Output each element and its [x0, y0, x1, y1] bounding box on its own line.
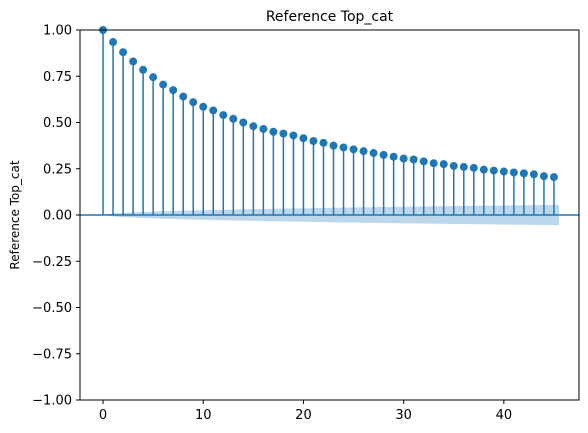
chart-title: Reference Top_cat: [266, 9, 394, 25]
stem-marker: [309, 137, 318, 145]
stem-marker: [389, 152, 398, 161]
x-tick-label: 0: [99, 408, 107, 423]
y-tick-label: 0.00: [43, 209, 72, 224]
stem-marker: [179, 92, 188, 101]
stem-marker: [239, 118, 248, 127]
y-tick-label: −1.00: [32, 394, 72, 409]
stem-marker: [489, 166, 498, 175]
stem-marker: [459, 162, 468, 171]
stem-marker: [129, 57, 138, 66]
stem-marker: [449, 161, 458, 170]
y-axis-label: Reference Top_cat: [8, 160, 22, 269]
x-tick-label: 30: [395, 408, 412, 423]
stem-marker: [139, 65, 148, 74]
stem-marker: [409, 155, 418, 164]
y-axis: −1.00 −0.75 −0.50 −0.25 0.00 0.25 0.50 0.75 1.00: [32, 24, 80, 409]
stem-marker: [539, 172, 548, 181]
stem-marker: [339, 143, 348, 152]
stem-marker: [279, 129, 288, 138]
stem-marker: [169, 86, 178, 95]
y-tick-label: 0.75: [43, 70, 72, 85]
stem-marker: [219, 111, 228, 120]
stem-marker: [269, 127, 278, 136]
stem-marker: [379, 150, 388, 159]
stem-marker: [549, 173, 558, 182]
y-tick-label: 0.50: [43, 116, 72, 131]
y-tick-label: −0.50: [32, 301, 72, 316]
stem-marker: [289, 131, 298, 140]
stem-marker: [369, 149, 378, 158]
y-tick-label: 1.00: [43, 24, 72, 39]
stem-marker: [259, 124, 268, 133]
stem-marker: [189, 98, 198, 107]
stem-marker: [429, 159, 438, 168]
stem-marker: [509, 168, 518, 177]
stem-marker: [479, 165, 488, 174]
stem-marker: [349, 145, 358, 154]
y-tick-label: −0.75: [32, 347, 72, 362]
stems-layer: [102, 30, 555, 215]
stem-marker: [199, 102, 208, 111]
stem-marker: [419, 157, 428, 166]
stem-marker: [209, 106, 218, 115]
stem-marker: [119, 48, 128, 57]
stem-marker: [499, 167, 508, 176]
stem-marker: [249, 122, 258, 131]
stem-marker: [329, 141, 338, 150]
stem-marker: [399, 154, 408, 163]
stem-marker: [519, 169, 528, 178]
markers-layer: [99, 26, 558, 182]
stem-marker: [299, 134, 308, 143]
x-tick-label: 10: [195, 408, 212, 423]
stem-marker: [529, 170, 538, 179]
stem-marker: [149, 73, 158, 82]
stem-marker: [109, 38, 118, 47]
stem-marker: [439, 160, 448, 169]
stem-marker: [229, 114, 238, 123]
x-axis: 0 10 20 30 40: [99, 400, 512, 423]
x-tick-label: 40: [496, 408, 513, 423]
y-tick-label: −0.25: [32, 255, 72, 270]
stem-marker: [359, 147, 368, 156]
stem-marker: [469, 163, 478, 172]
stem-marker: [319, 138, 328, 147]
stem-marker: [159, 80, 168, 89]
x-tick-label: 20: [295, 408, 312, 423]
y-tick-label: 0.25: [43, 162, 72, 177]
